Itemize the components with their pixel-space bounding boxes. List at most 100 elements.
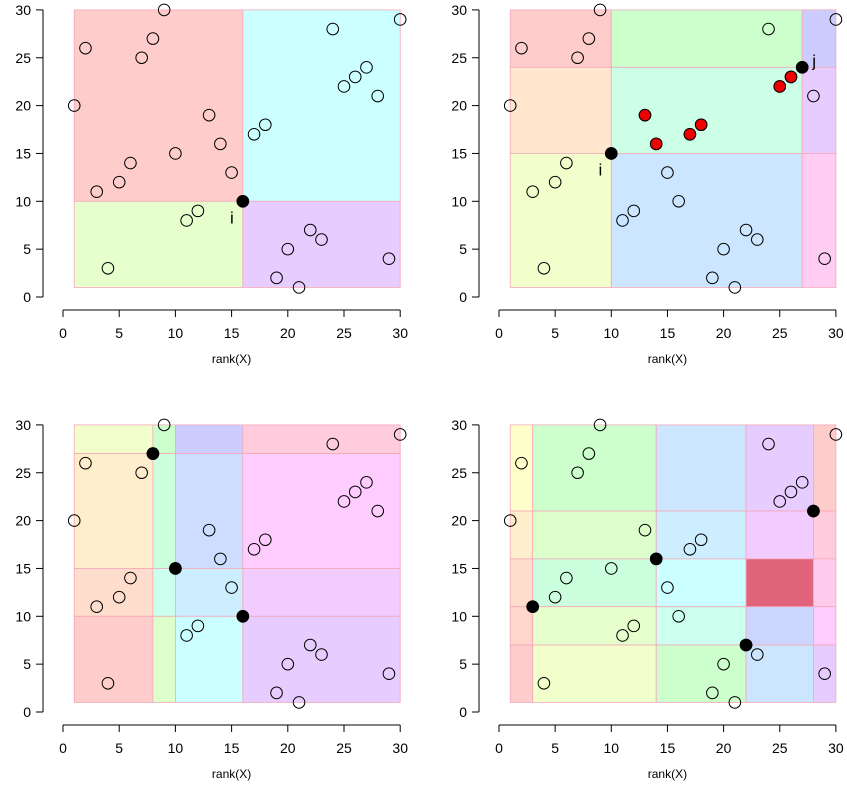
region-rect [73, 615, 154, 703]
data-point [157, 418, 171, 432]
data-point [717, 657, 730, 671]
x-tick-label: 25 [336, 740, 352, 756]
data-point [180, 629, 193, 642]
y-tick-label: 0 [23, 704, 31, 720]
data-point [503, 514, 517, 527]
region-rect [73, 424, 154, 455]
data-point [593, 418, 607, 432]
y-tick-label: 5 [23, 656, 31, 672]
highlighted-point [526, 600, 539, 614]
x-tick-label: 30 [392, 325, 408, 341]
red-point [638, 108, 652, 122]
region-rect [745, 644, 814, 703]
y-tick-label: 20 [15, 513, 31, 529]
region-rect [73, 568, 154, 617]
region-rect [174, 568, 244, 617]
scatter-panel-2: 0 5 10 15 20 25 30 0 5 10 15 20 25 30 rank(X) i j [451, 2, 843, 366]
x-axis-label: rank(X) [212, 767, 251, 781]
data-point [616, 629, 629, 642]
data-point [593, 3, 607, 17]
data-point [548, 590, 562, 604]
data-point [281, 242, 295, 256]
data-point [371, 504, 385, 518]
data-point [515, 41, 528, 55]
data-point [79, 456, 92, 470]
data-point [79, 41, 92, 55]
x-tick-label: 15 [224, 325, 240, 341]
y-tick-label: 10 [451, 608, 467, 624]
data-point [360, 476, 373, 489]
data-point [582, 447, 596, 460]
data-point [259, 533, 272, 547]
data-point [214, 137, 227, 151]
data-point [627, 619, 641, 633]
data-point [750, 233, 764, 246]
region-group [73, 424, 401, 703]
region-rect [532, 510, 657, 560]
data-point [706, 686, 719, 700]
data-point [784, 485, 798, 499]
region-rect [745, 558, 814, 608]
highlighted-point [807, 504, 820, 518]
data-point [225, 166, 238, 179]
data-point [582, 32, 596, 45]
data-point [281, 657, 295, 671]
x-tick-label: 10 [168, 740, 184, 756]
y-tick-label: 30 [451, 417, 467, 433]
x-tick-label: 0 [495, 740, 503, 756]
data-point [337, 495, 351, 508]
points [503, 418, 843, 709]
y-tick-label: 25 [15, 50, 31, 66]
x-tick-label: 10 [604, 740, 620, 756]
data-point [537, 261, 551, 275]
data-point [661, 166, 674, 179]
x-tick-label: 20 [280, 740, 296, 756]
y-tick-label: 30 [451, 2, 467, 18]
y-tick-label: 5 [23, 241, 31, 257]
points [503, 3, 843, 294]
data-point [739, 223, 753, 237]
x-tick-label: 10 [168, 325, 184, 341]
region-rect [509, 510, 534, 560]
y-tick-label: 20 [451, 513, 467, 529]
x-tick-label: 15 [660, 740, 676, 756]
point-label-i: i [230, 208, 234, 227]
region-rect [509, 644, 534, 703]
region-rect [509, 9, 612, 68]
data-point [672, 610, 685, 623]
data-point [571, 466, 584, 480]
data-point [112, 590, 126, 604]
scatter-panel-1: 0 5 10 15 20 25 30 0 5 10 15 20 25 30 rank(X) i [15, 2, 408, 366]
data-point [315, 648, 328, 661]
data-point [605, 562, 618, 575]
y-tick-label: 0 [459, 704, 467, 720]
x-tick-label: 30 [828, 740, 844, 756]
region-rect [509, 424, 534, 512]
x-tick-label: 15 [660, 325, 676, 341]
region-rect [813, 424, 837, 512]
y-tick-label: 15 [15, 145, 31, 161]
axes [472, 9, 837, 317]
x-tick-label: 20 [280, 325, 296, 341]
data-point [337, 80, 351, 93]
region-rect [242, 568, 401, 617]
data-point [180, 214, 193, 227]
region-group [509, 9, 837, 288]
highlighted-point [795, 61, 809, 74]
highlighted-point [605, 147, 618, 160]
data-point [146, 32, 160, 45]
highlighted-point [739, 638, 753, 652]
data-point [67, 99, 81, 112]
data-point [348, 485, 362, 499]
data-point [393, 428, 407, 441]
region-rect [152, 615, 176, 703]
x-axis-label: rank(X) [648, 767, 687, 781]
scatter-panel-4: 0 5 10 15 20 25 30 0 5 10 15 20 25 30 rank(X) [451, 417, 843, 781]
region-rect [801, 153, 837, 288]
point-label-j: j [811, 51, 816, 70]
data-point [135, 51, 148, 65]
region-group [509, 424, 837, 703]
data-point [706, 271, 719, 285]
x-tick-label: 25 [772, 325, 788, 341]
region-rect [532, 606, 657, 646]
